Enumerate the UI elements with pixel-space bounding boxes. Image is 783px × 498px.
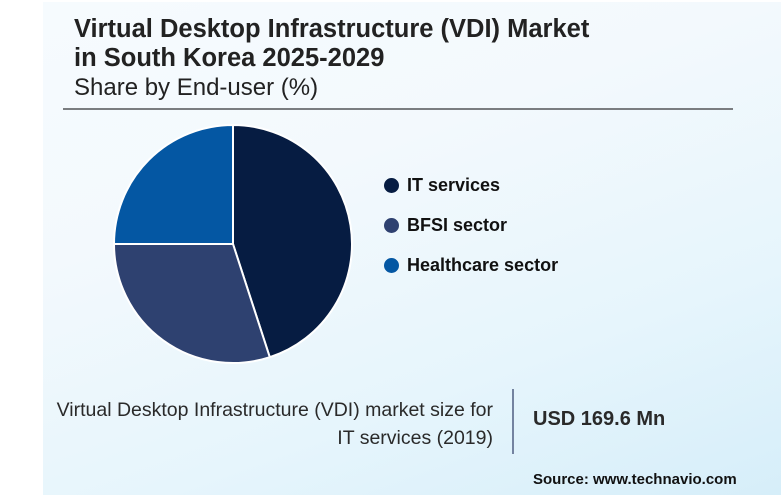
- market-size-label: Virtual Desktop Infrastructure (VDI) mar…: [57, 396, 493, 452]
- pie-slice-it-services: [232, 124, 353, 359]
- legend-item-healthcare-sector: Healthcare sector: [384, 245, 558, 285]
- legend-item-it-services: IT services: [384, 165, 558, 205]
- legend-label: BFSI sector: [407, 214, 508, 235]
- stat-divider: [512, 389, 514, 454]
- chart-title: Virtual Desktop Infrastructure (VDI) Mar…: [74, 15, 589, 73]
- legend-label: IT services: [407, 174, 501, 195]
- legend-label: Healthcare sector: [407, 254, 559, 275]
- legend-swatch-it-services: [384, 177, 399, 193]
- pie-slice-healthcare-sector: [113, 124, 234, 245]
- market-size-label-line2: IT services (2019): [337, 427, 493, 449]
- chart-title-line2: in South Korea 2025-2029: [74, 44, 385, 72]
- chart-title-line1: Virtual Desktop Infrastructure (VDI) Mar…: [74, 15, 590, 43]
- market-size-label-line1: Virtual Desktop Infrastructure (VDI) mar…: [56, 399, 493, 421]
- pie-slice-bfsi-sector: [113, 243, 271, 364]
- title-divider: [63, 108, 733, 110]
- legend-item-bfsi-sector: BFSI sector: [384, 205, 558, 245]
- chart-subtitle: Share by End-user (%): [74, 74, 319, 101]
- chart-legend: IT services BFSI sector Healthcare secto…: [384, 173, 558, 285]
- source-credit: Source: www.technavio.com: [533, 471, 737, 488]
- legend-swatch-bfsi-sector: [384, 217, 399, 233]
- legend-swatch-healthcare-sector: [384, 257, 399, 273]
- market-size-value: USD 169.6 Mn: [533, 408, 666, 430]
